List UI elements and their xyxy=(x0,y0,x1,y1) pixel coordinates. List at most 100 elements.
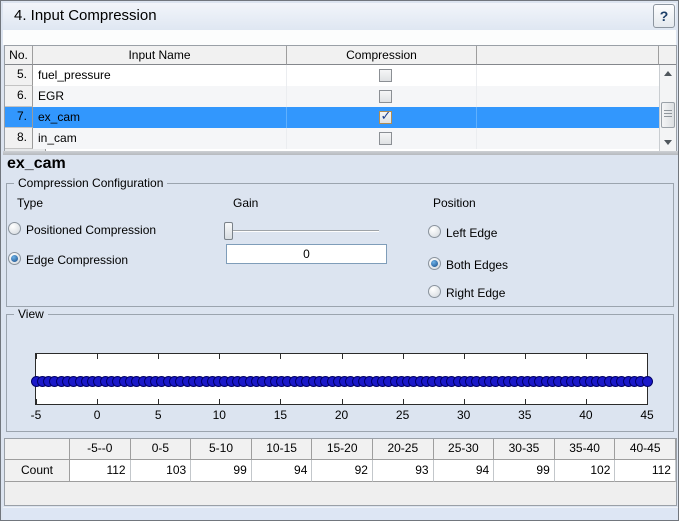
axis-tick xyxy=(342,399,343,404)
x-axis-tick-label: 40 xyxy=(579,408,593,422)
axis-tick xyxy=(525,354,526,359)
x-axis-tick-label: 30 xyxy=(457,408,471,422)
bin-header-cell: 30-35 xyxy=(494,439,555,460)
view-group: View xyxy=(6,307,674,432)
gain-slider-thumb[interactable] xyxy=(224,222,233,240)
input-name-cell[interactable]: ex_cam xyxy=(34,107,287,128)
count-value-cell: 92 xyxy=(312,460,373,482)
gain-input[interactable]: 0 xyxy=(226,244,387,264)
input-name-cell[interactable]: EGR xyxy=(34,86,287,107)
toolbar-strip xyxy=(3,30,676,45)
positioned-compression-radio[interactable] xyxy=(8,222,21,235)
x-axis-tick-label: 45 xyxy=(640,408,654,422)
bin-header-cell: 15-20 xyxy=(312,439,373,460)
table-row-fuel-pressure[interactable]: 5. fuel_pressure xyxy=(5,65,659,86)
count-value-cell: 99 xyxy=(191,460,252,482)
input-name-cell[interactable]: in_cam xyxy=(34,128,287,149)
bin-header-cell: 20-25 xyxy=(373,439,434,460)
page-title: 4. Input Compression xyxy=(14,7,157,24)
row-number-button[interactable]: 5. xyxy=(5,65,33,86)
row-number-button[interactable]: 6. xyxy=(5,86,33,107)
down-arrow-icon xyxy=(664,140,672,145)
vertical-scrollbar[interactable] xyxy=(659,65,676,151)
extra-cell xyxy=(477,128,659,149)
section-divider xyxy=(3,151,678,155)
edge-compression-label[interactable]: Edge Compression xyxy=(26,253,129,267)
count-table: -5--0 0-5 5-10 10-15 15-20 20-25 25-30 30-35 35-… xyxy=(4,438,677,506)
axis-tick xyxy=(464,354,465,359)
axis-tick xyxy=(158,354,159,359)
input-name-cell[interactable]: fuel_pressure xyxy=(34,65,287,86)
column-header-input-name: Input Name xyxy=(33,46,287,65)
count-value-cell: 112 xyxy=(615,460,676,482)
compression-cell xyxy=(287,128,477,149)
row-number-button[interactable]: 7. xyxy=(5,107,33,128)
axis-tick xyxy=(97,354,98,359)
axis-tick xyxy=(647,354,648,359)
count-value-cell: 94 xyxy=(251,460,313,482)
compression-checkbox[interactable] xyxy=(378,69,392,82)
right-edge-label[interactable]: Right Edge xyxy=(446,286,506,300)
column-header-scroll-corner xyxy=(659,46,676,65)
scroll-down-button[interactable] xyxy=(660,134,676,151)
axis-tick xyxy=(280,399,281,404)
axis-tick xyxy=(158,399,159,404)
group-legend: Compression Configuration xyxy=(14,176,168,190)
axis-tick xyxy=(36,399,37,404)
row-number-button[interactable]: 8. xyxy=(5,128,33,149)
left-edge-label[interactable]: Left Edge xyxy=(446,226,498,240)
compression-checkbox[interactable] xyxy=(378,109,392,124)
bottom-strip xyxy=(3,507,678,520)
table-row-ex-cam[interactable]: 7. ex_cam xyxy=(5,107,659,128)
help-button[interactable]: ? xyxy=(653,4,675,28)
positioned-compression-label[interactable]: Positioned Compression xyxy=(26,223,157,237)
table-row-in-cam[interactable]: 8. in_cam xyxy=(5,128,659,149)
gain-slider-track[interactable] xyxy=(228,230,379,232)
x-axis-tick-label: 10 xyxy=(212,408,226,422)
left-edge-radio[interactable] xyxy=(428,225,441,238)
x-axis-tick-label: -5 xyxy=(30,408,42,422)
axis-tick xyxy=(403,399,404,404)
partial-next-row xyxy=(5,149,46,151)
thumb-grip-icon xyxy=(664,110,672,119)
extra-cell xyxy=(477,65,659,86)
axis-tick xyxy=(586,354,587,359)
edge-compression-radio[interactable] xyxy=(8,252,21,265)
position-label: Position xyxy=(433,196,476,210)
axis-tick xyxy=(97,399,98,404)
compression-cell xyxy=(287,86,477,107)
scroll-up-button[interactable] xyxy=(660,65,676,82)
bin-header-cell: 5-10 xyxy=(191,439,252,460)
x-axis-tick-label: 0 xyxy=(93,408,101,422)
up-arrow-icon xyxy=(664,71,672,76)
x-axis-tick-label: 20 xyxy=(334,408,349,422)
count-value-cell: 112 xyxy=(70,460,131,482)
bin-header-cell: 0-5 xyxy=(130,439,192,460)
right-edge-radio[interactable] xyxy=(428,285,441,298)
axis-tick xyxy=(403,354,404,359)
x-axis-tick-label: 25 xyxy=(395,408,410,422)
compression-checkbox[interactable] xyxy=(378,132,392,145)
axis-tick xyxy=(586,399,587,404)
axis-tick xyxy=(36,354,37,359)
both-edges-radio[interactable] xyxy=(428,257,441,270)
input-table: No. Input Name Compression 5. fuel_press… xyxy=(4,45,677,152)
axis-tick xyxy=(464,399,465,404)
scrollbar-thumb[interactable] xyxy=(661,102,675,128)
extra-cell xyxy=(477,86,659,107)
count-value-cell: 93 xyxy=(373,460,434,482)
gain-label: Gain xyxy=(233,196,259,210)
x-axis-tick-label: 15 xyxy=(273,408,288,422)
data-point-marker xyxy=(641,375,653,387)
compression-cell xyxy=(287,65,477,86)
compression-checkbox[interactable] xyxy=(378,90,392,103)
count-row-label: Count xyxy=(5,460,70,482)
compression-cell xyxy=(287,107,477,128)
table-row-egr[interactable]: 6. EGR xyxy=(5,86,659,107)
both-edges-label[interactable]: Both Edges xyxy=(446,258,509,272)
bin-header-cell: 35-40 xyxy=(554,439,616,460)
bin-header-cell: 25-30 xyxy=(433,439,495,460)
axis-tick xyxy=(219,354,220,359)
x-axis-tick-label: 35 xyxy=(518,408,532,422)
